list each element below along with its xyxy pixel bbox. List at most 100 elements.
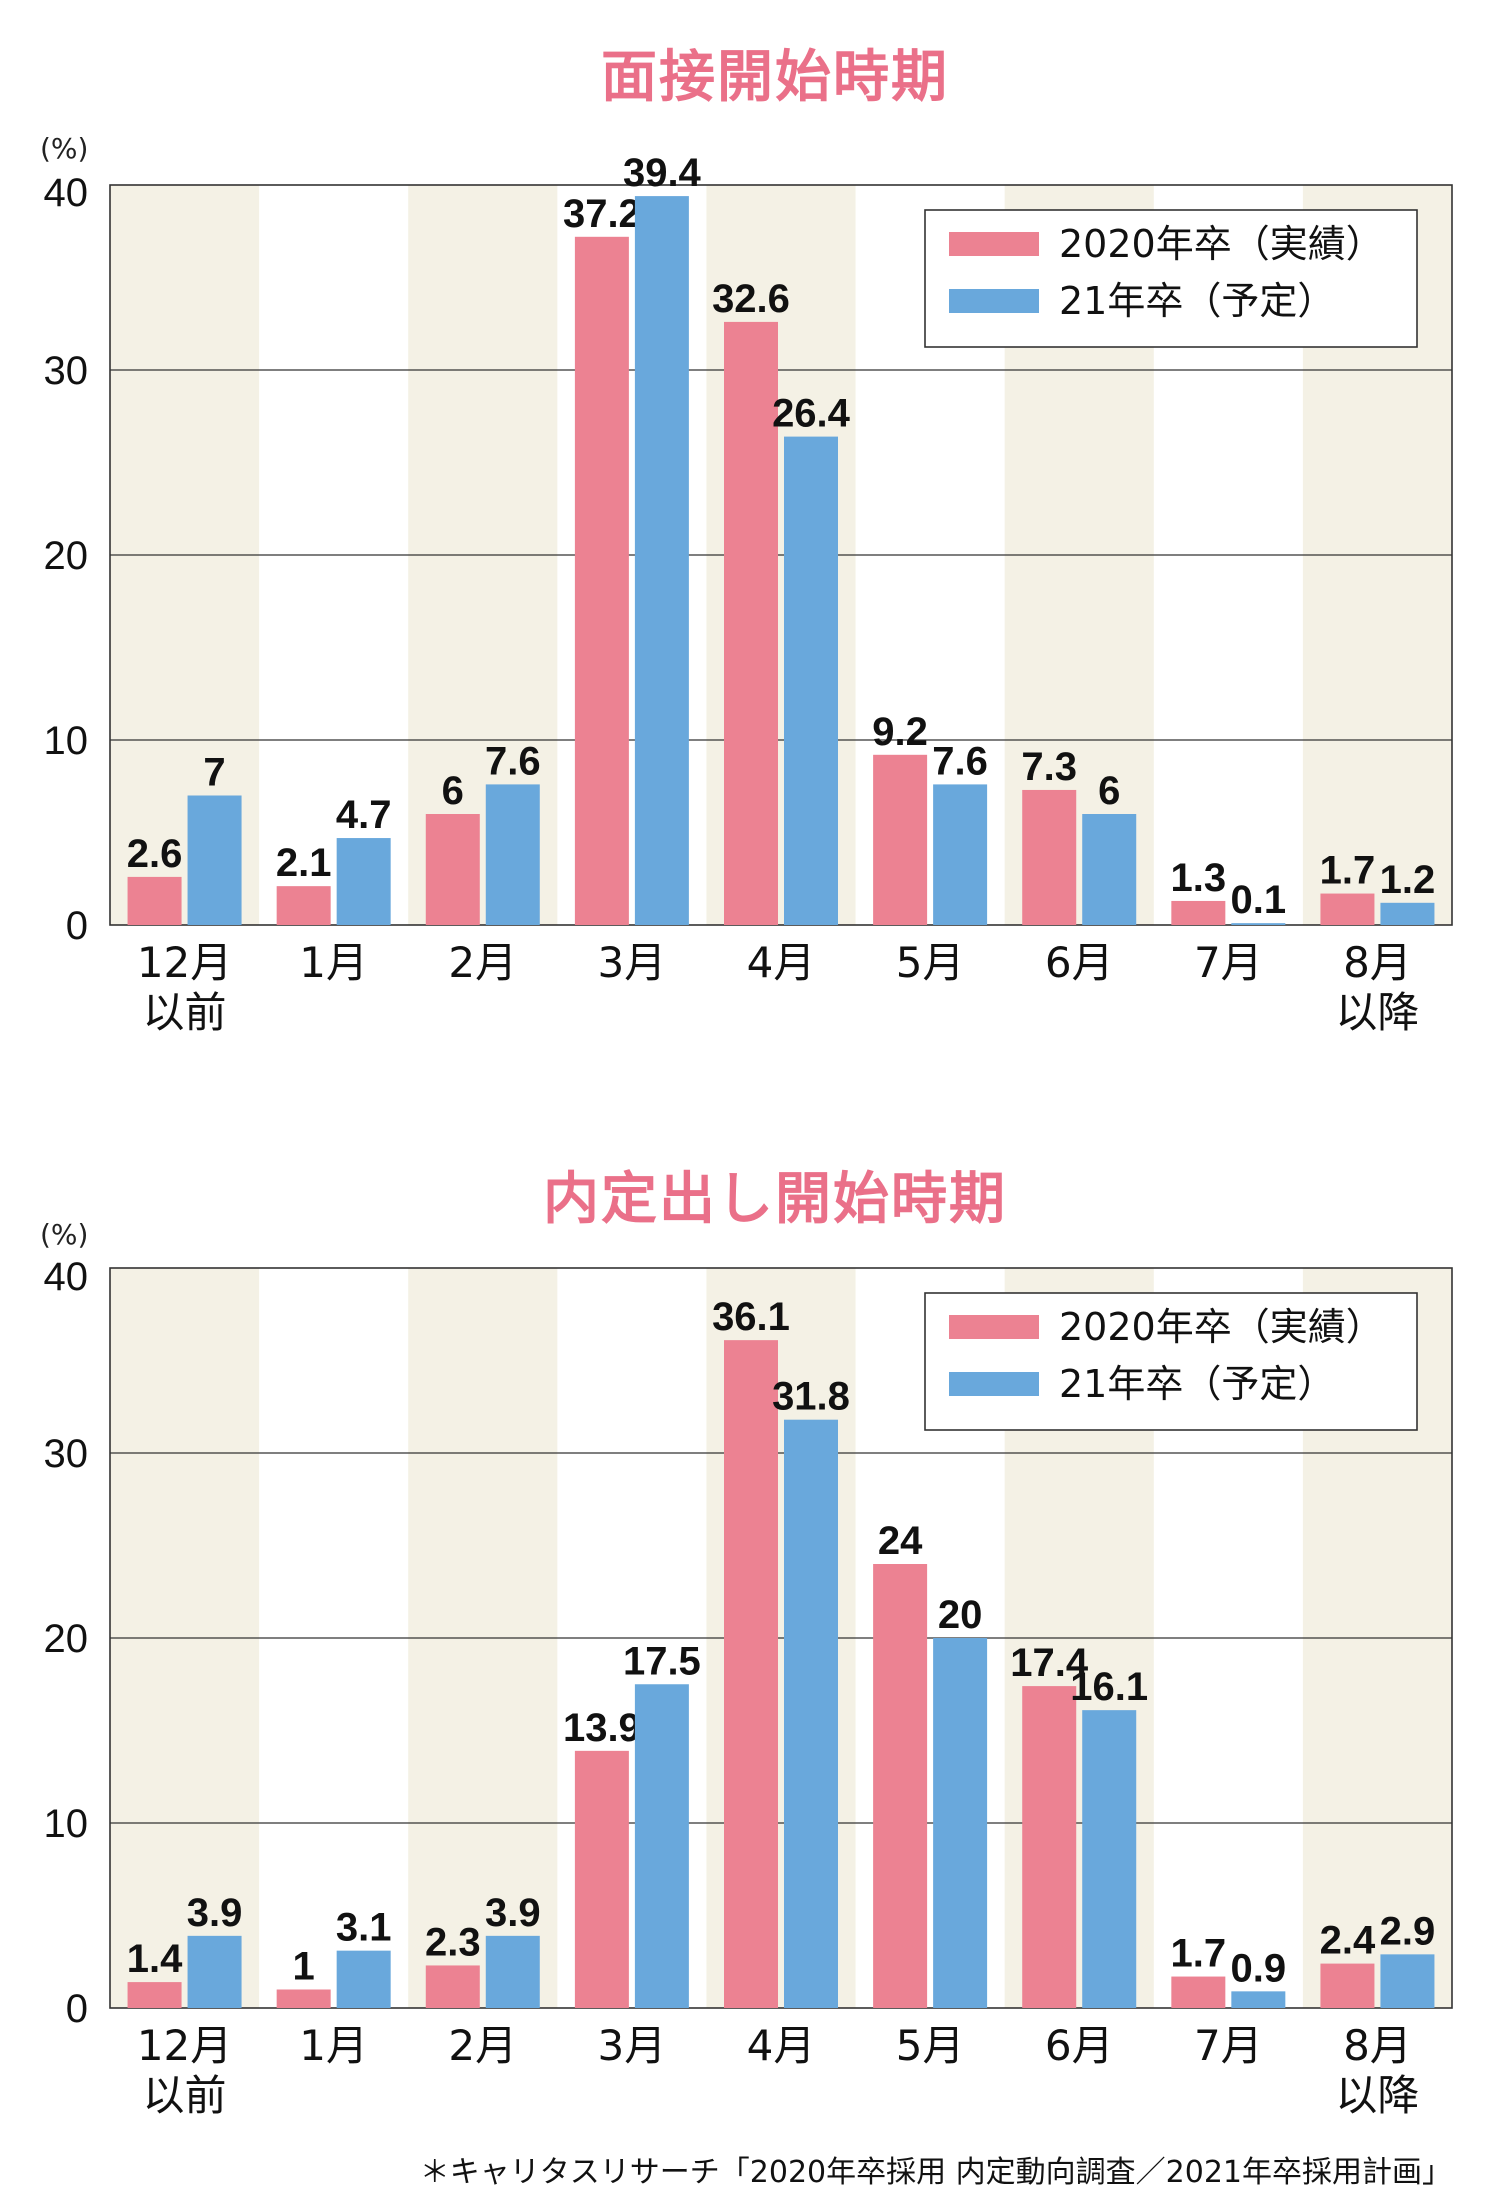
chart-title: 面接開始時期 [601, 45, 949, 110]
legend-label: 2020年卒（実績） [1059, 222, 1384, 266]
data-label: 26.4 [772, 392, 851, 436]
y-tick-label: 40 [44, 1255, 89, 1299]
bar-series-2020 [873, 1564, 928, 2008]
bar-series-2021 [1380, 1954, 1435, 2008]
x-tick-label: 4月 [747, 938, 816, 987]
y-axis-unit-label: (%) [40, 1218, 88, 1251]
x-tick-label: 12月 [137, 2021, 232, 2070]
data-label: 6 [1098, 769, 1120, 813]
data-label: 2.4 [1320, 1919, 1376, 1963]
bar-series-2020 [1171, 900, 1226, 925]
bar-series-2021 [336, 1950, 391, 2008]
bar-series-2021 [1231, 1991, 1286, 2008]
data-label: 2.3 [425, 1920, 481, 1964]
data-label: 1 [293, 1945, 315, 1989]
x-tick-label: 5月 [896, 2021, 965, 2070]
bar-series-2020 [127, 1982, 182, 2008]
x-tick-label: 8月 [1343, 2021, 1412, 2070]
data-label: 36.1 [712, 1295, 790, 1339]
bar-series-2020 [1171, 1976, 1226, 2008]
footnote: ＊キャリタスリサーチ「2020年卒採用 内定動向調査／2021年卒採用計画」 [420, 2155, 1452, 2190]
y-axis-unit-label: (%) [40, 132, 88, 165]
data-label: 20 [938, 1593, 983, 1637]
y-tick-label: 40 [44, 171, 89, 215]
data-label: 4.7 [336, 793, 392, 837]
x-tick-label: 以降 [1335, 2071, 1419, 2120]
x-tick-label: 7月 [1194, 938, 1263, 987]
data-label: 1.4 [127, 1937, 183, 1981]
bar-series-2021 [485, 784, 540, 925]
data-label: 7.6 [932, 739, 988, 783]
plot-frame [109, 1267, 1453, 2009]
bar-series-2020 [873, 754, 928, 925]
legend-swatch [949, 1315, 1039, 1339]
x-tick-label: 5月 [896, 938, 965, 987]
data-label: 2.9 [1380, 1909, 1436, 1953]
x-tick-label: 4月 [747, 2021, 816, 2070]
bar-series-2021 [634, 196, 689, 926]
x-tick-label: 8月 [1343, 938, 1412, 987]
data-label: 3.9 [485, 1891, 541, 1935]
data-label: 0.9 [1231, 1946, 1287, 1990]
legend-swatch [949, 1372, 1039, 1396]
data-label: 3.9 [187, 1891, 243, 1935]
x-tick-label: 1月 [299, 2021, 368, 2070]
interview-start-chart: 面接開始時期 (%) 0 10 20 30 40 2.6 2.1 6 37.2 32.6 9.2 7.3 1… [40, 45, 1453, 1037]
data-label: 39.4 [623, 151, 702, 195]
bar-series-2020 [276, 886, 331, 925]
x-tick-label: 2月 [448, 2021, 517, 2070]
data-label: 7.3 [1021, 745, 1077, 789]
bar-series-2020 [425, 1965, 480, 2008]
x-tick-label: 7月 [1194, 2021, 1263, 2070]
data-label: 1.3 [1171, 856, 1227, 900]
x-tick-label: 3月 [598, 2021, 667, 2070]
y-tick-label: 20 [44, 534, 89, 578]
y-tick-label: 30 [44, 1432, 89, 1476]
data-label: 17.5 [623, 1639, 701, 1683]
bar-series-2021 [634, 1684, 689, 2008]
bar-series-2021 [933, 1638, 988, 2008]
bar-series-2021 [784, 1419, 838, 2008]
x-tick-label: 6月 [1045, 2021, 1114, 2070]
bar-series-2020 [425, 814, 480, 925]
data-label: 3.1 [336, 1906, 392, 1950]
bar-series-2021 [1082, 814, 1137, 925]
bar-series-2021 [336, 838, 391, 925]
bar-series-2020 [1022, 1686, 1077, 2008]
data-label: 7.6 [485, 739, 541, 783]
bar-series-2021 [485, 1935, 540, 2008]
y-tick-label: 20 [44, 1617, 89, 1661]
data-label: 16.1 [1070, 1665, 1148, 1709]
data-label: 1.7 [1171, 1932, 1227, 1976]
data-label: 32.6 [712, 277, 790, 321]
legend-label: 2020年卒（実績） [1059, 1305, 1384, 1349]
bar-series-2020 [724, 321, 778, 925]
bar-series-2020 [574, 1750, 629, 2008]
data-label: 37.2 [563, 192, 641, 236]
plot-frame [109, 184, 1453, 926]
bar-series-2020 [127, 876, 182, 925]
legend-label: 21年卒（予定） [1059, 279, 1335, 323]
bar-series-2021 [1380, 902, 1435, 925]
y-tick-label: 10 [44, 719, 89, 763]
bar-series-2021 [187, 1935, 242, 2008]
data-label: 17.4 [1010, 1641, 1089, 1685]
bar-series-2021 [1082, 1710, 1137, 2008]
legend-swatch [949, 232, 1039, 256]
data-label: 9.2 [872, 710, 928, 754]
data-label: 24 [878, 1519, 923, 1563]
data-label: 1.2 [1380, 858, 1436, 902]
data-label: 31.8 [772, 1375, 850, 1419]
x-tick-label: 12月 [137, 938, 232, 987]
bar-series-2020 [724, 1340, 778, 2008]
x-tick-label: 1月 [299, 938, 368, 987]
data-label: 2.1 [276, 841, 332, 885]
data-label: 7 [203, 751, 225, 795]
x-tick-label: 3月 [598, 938, 667, 987]
data-label: 13.9 [563, 1706, 641, 1750]
bar-series-2020 [1320, 893, 1375, 925]
data-label: 1.7 [1320, 849, 1376, 893]
x-tick-label: 以降 [1335, 988, 1419, 1037]
bar-series-2021 [933, 784, 988, 925]
